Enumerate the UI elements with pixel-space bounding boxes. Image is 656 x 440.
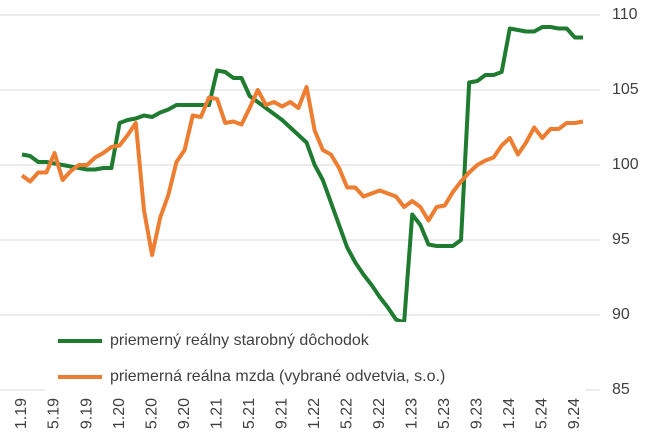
- x-tick-label: 9.24: [566, 398, 583, 429]
- legend-label: priemerná reálna mzda (vybrané odvetvia,…: [110, 368, 445, 385]
- x-tick-label: 5.23: [436, 398, 453, 429]
- x-tick-label: 9.23: [468, 398, 485, 429]
- x-tick-label: 5.19: [46, 398, 63, 429]
- y-tick-label: 85: [612, 381, 630, 398]
- series-line: [21, 25, 583, 325]
- x-tick-label: 9.22: [371, 398, 388, 429]
- x-tick-label: 1.19: [13, 398, 30, 429]
- y-tick-label: 100: [612, 156, 639, 173]
- x-tick-label: 1.23: [403, 398, 420, 429]
- x-tick-label: 5.20: [143, 398, 160, 429]
- y-tick-label: 105: [612, 81, 639, 98]
- y-tick-label: 90: [612, 306, 630, 323]
- x-tick-label: 1.21: [208, 398, 225, 429]
- x-tick-label: 5.24: [534, 398, 551, 429]
- series-line: [20, 85, 584, 257]
- x-tick-label: 5.21: [241, 398, 258, 429]
- x-tick-label: 9.19: [78, 398, 95, 429]
- x-tick-label: 1.22: [306, 398, 323, 429]
- legend-label: priemerný reálny starobný dôchodok: [110, 332, 370, 349]
- x-tick-label: 9.21: [273, 398, 290, 429]
- y-tick-label: 95: [612, 231, 630, 248]
- x-tick-label: 1.24: [501, 398, 518, 429]
- x-tick-label: 5.22: [338, 398, 355, 429]
- x-tick-label: 1.20: [111, 398, 128, 429]
- y-tick-label: 110: [612, 6, 638, 23]
- legend-box: [45, 322, 585, 394]
- x-tick-label: 9.20: [176, 398, 193, 429]
